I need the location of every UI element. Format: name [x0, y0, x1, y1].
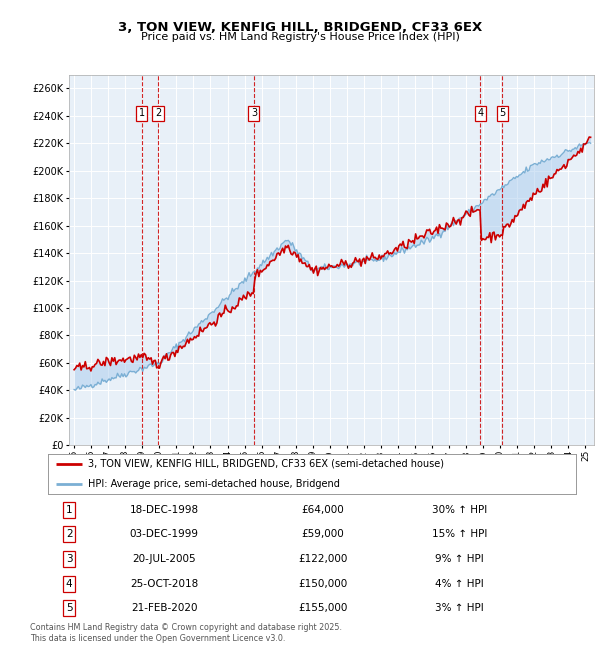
Text: This data is licensed under the Open Government Licence v3.0.: This data is licensed under the Open Gov…	[30, 634, 286, 644]
Text: £155,000: £155,000	[298, 603, 347, 614]
Text: 18-DEC-1998: 18-DEC-1998	[130, 504, 199, 515]
Text: 3, TON VIEW, KENFIG HILL, BRIDGEND, CF33 6EX (semi-detached house): 3, TON VIEW, KENFIG HILL, BRIDGEND, CF33…	[88, 459, 443, 469]
Text: 21-FEB-2020: 21-FEB-2020	[131, 603, 197, 614]
Text: Contains HM Land Registry data © Crown copyright and database right 2025.: Contains HM Land Registry data © Crown c…	[30, 623, 342, 632]
Text: HPI: Average price, semi-detached house, Bridgend: HPI: Average price, semi-detached house,…	[88, 479, 340, 489]
Text: 3, TON VIEW, KENFIG HILL, BRIDGEND, CF33 6EX: 3, TON VIEW, KENFIG HILL, BRIDGEND, CF33…	[118, 21, 482, 34]
Text: £64,000: £64,000	[301, 504, 344, 515]
Text: 2: 2	[66, 529, 73, 539]
Text: 20-JUL-2005: 20-JUL-2005	[133, 554, 196, 564]
Text: £150,000: £150,000	[298, 578, 347, 589]
Text: 30% ↑ HPI: 30% ↑ HPI	[432, 504, 487, 515]
Text: 4% ↑ HPI: 4% ↑ HPI	[436, 578, 484, 589]
Text: 3: 3	[251, 108, 257, 118]
Text: 9% ↑ HPI: 9% ↑ HPI	[436, 554, 484, 564]
Text: 4: 4	[66, 578, 73, 589]
Text: 5: 5	[66, 603, 73, 614]
Text: Price paid vs. HM Land Registry's House Price Index (HPI): Price paid vs. HM Land Registry's House …	[140, 32, 460, 42]
Text: 25-OCT-2018: 25-OCT-2018	[130, 578, 198, 589]
Text: 03-DEC-1999: 03-DEC-1999	[130, 529, 199, 539]
Text: £122,000: £122,000	[298, 554, 347, 564]
Text: 5: 5	[499, 108, 506, 118]
Text: 3% ↑ HPI: 3% ↑ HPI	[436, 603, 484, 614]
Text: 2: 2	[155, 108, 161, 118]
Text: 1: 1	[139, 108, 145, 118]
Text: 4: 4	[477, 108, 483, 118]
Text: 1: 1	[66, 504, 73, 515]
Text: 3: 3	[66, 554, 73, 564]
Text: 15% ↑ HPI: 15% ↑ HPI	[432, 529, 488, 539]
Text: £59,000: £59,000	[301, 529, 344, 539]
